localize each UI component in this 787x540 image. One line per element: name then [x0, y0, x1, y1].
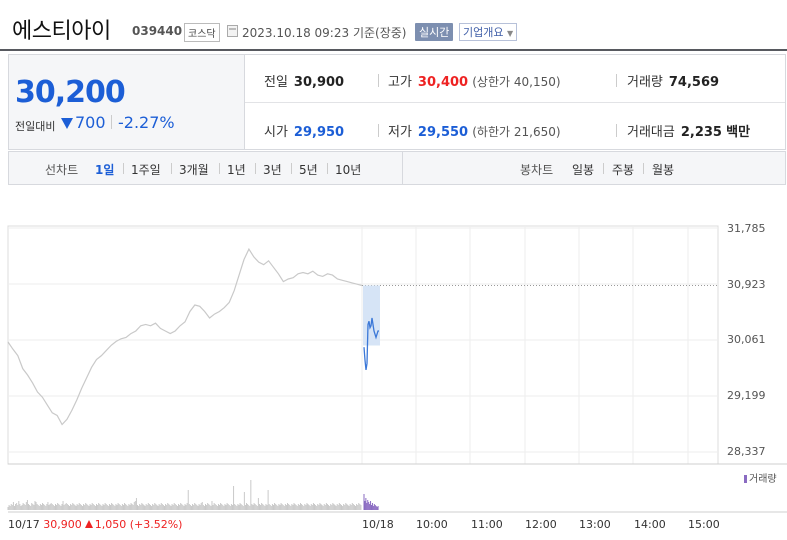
divider: [123, 163, 124, 174]
down-triangle-icon: [61, 118, 73, 129]
realtime-button[interactable]: 실시간: [415, 23, 454, 41]
divider: [327, 163, 328, 174]
change-amount: 700: [60, 113, 106, 132]
chevron-down-icon: ▼: [506, 29, 514, 38]
x-tick-label: 13:00: [579, 518, 611, 531]
tab-weekly-candle[interactable]: 주봉: [612, 163, 635, 177]
x-tick-label: 11:00: [471, 518, 503, 531]
divider: [616, 74, 617, 87]
divider: [111, 115, 112, 129]
divider: [378, 74, 379, 87]
intraday-chart[interactable]: 31,785 30,923 30,061 29,199 28,337 거래량 1…: [0, 190, 787, 540]
y-tick-label: 31,785: [727, 222, 766, 235]
legend-marker: [744, 475, 747, 483]
volume-legend: 거래량: [744, 470, 777, 485]
y-tick-label: 30,923: [727, 278, 766, 291]
y-tick-label: 28,337: [727, 445, 766, 458]
today-price-line: [363, 317, 379, 371]
stock-code: 039440: [132, 24, 183, 38]
x-tick-label: 10:00: [416, 518, 448, 531]
prev-day-price-line: [7, 247, 363, 426]
x-tick-label: 15:00: [688, 518, 720, 531]
tab-1year[interactable]: 1년: [227, 163, 246, 177]
tab-3months[interactable]: 3개월: [179, 163, 209, 177]
y-tick-label: 29,199: [727, 389, 766, 402]
divider: [643, 163, 644, 174]
quote-datetime: 2023.10.18 09:23 기준(장중): [242, 26, 407, 40]
line-chart-label: 선차트: [45, 163, 79, 177]
up-triangle-icon: [84, 520, 93, 528]
divider: [378, 124, 379, 137]
company-overview-dropdown[interactable]: 기업개요 ▼: [459, 23, 518, 41]
vs-prev-label: 전일대비: [15, 120, 56, 133]
divider: [616, 124, 617, 137]
tab-monthly-candle[interactable]: 월봉: [652, 163, 675, 177]
tab-daily-candle[interactable]: 일봉: [572, 163, 595, 177]
market-badge: 코스닥: [184, 23, 220, 42]
divider: [603, 163, 604, 174]
prev-day-summary: 10/17 30,900 1,050 (+3.52%): [8, 518, 183, 531]
current-price-box: 30,200 전일대비 700 -2.27%: [9, 55, 245, 149]
tab-3years[interactable]: 3년: [263, 163, 282, 177]
low-cell: 저가 29,550 (하한가 21,650): [388, 125, 561, 140]
chart-tab-bar: 선차트 1일 1주일 3개월 1년 3년 5년 10년 봉차트 일봉 주봉 월봉: [8, 151, 786, 185]
prev-close-cell: 전일 30,900: [264, 75, 345, 90]
calendar-icon: [227, 25, 238, 37]
tab-1day[interactable]: 1일: [95, 163, 115, 177]
price-chart-svg: [7, 225, 787, 513]
tab-10years[interactable]: 10년: [335, 163, 362, 177]
divider: [291, 163, 292, 174]
tab-1week[interactable]: 1주일: [131, 163, 161, 177]
open-cell: 시가 29,950: [264, 125, 345, 140]
tab-5years[interactable]: 5년: [299, 163, 318, 177]
divider: [171, 163, 172, 174]
volume-cell: 거래량 74,569: [627, 75, 720, 90]
y-tick-label: 30,061: [727, 333, 766, 346]
stock-header: 에스티아이 039440 코스닥 2023.10.18 09:23 기준(장중)…: [0, 0, 787, 52]
row-divider: [245, 102, 785, 103]
x-tick-label: 12:00: [525, 518, 557, 531]
x-tick-label: 14:00: [634, 518, 666, 531]
price-summary: 30,200 전일대비 700 -2.27% 전일 30,900 고가 30,400…: [8, 54, 786, 150]
divider: [255, 163, 256, 174]
amount-cell: 거래대금 2,235 백만: [627, 125, 751, 140]
x-tick-label: 10/18: [362, 518, 394, 531]
candle-chart-label: 봉차트: [520, 163, 554, 177]
tab-group-divider: [402, 152, 403, 184]
current-price: 30,200: [15, 75, 126, 110]
change-percent: -2.27%: [118, 113, 175, 132]
company-name: 에스티아이: [12, 19, 111, 44]
today-range-fill: [363, 285, 380, 346]
header-divider: [0, 49, 787, 51]
divider: [219, 163, 220, 174]
high-cell: 고가 30,400 (상한가 40,150): [388, 75, 561, 90]
